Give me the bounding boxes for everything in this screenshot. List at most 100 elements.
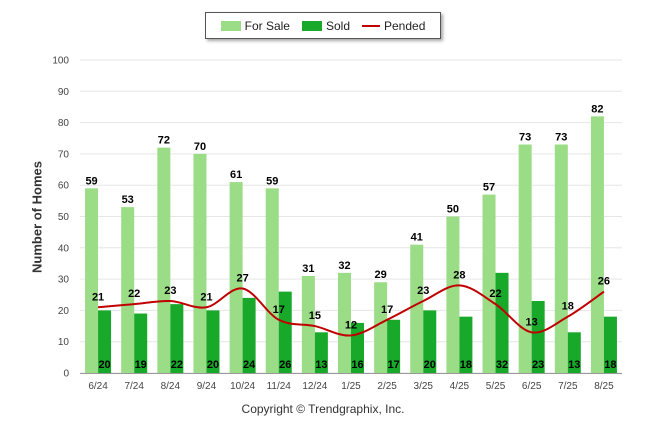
for-sale-bar [446,216,460,373]
sold-data-label: 32 [496,359,508,371]
sold-data-label: 22 [171,359,183,371]
sold-data-label: 26 [279,359,291,371]
sold-bar [278,291,292,373]
sold-bar [387,319,401,373]
sold-bar [423,310,437,373]
pended-data-label: 15 [309,310,321,322]
sold-bar [603,316,617,373]
sold-swatch [301,20,322,31]
y-tick-label: 100 [52,56,69,67]
pended-swatch [362,24,380,27]
sold-bar [134,313,148,373]
y-tick-label: 30 [58,275,70,286]
for-sale-data-label: 82 [591,103,603,115]
pended-data-label: 21 [92,291,104,303]
for-sale-bar [374,282,388,373]
sold-bar [495,272,509,373]
x-tick-label: 5/25 [486,381,506,392]
pended-data-label: 18 [562,301,574,313]
legend-label-for-sale: For Sale [244,18,290,33]
for-sale-bar [193,153,207,373]
for-sale-bar [554,144,568,373]
for-sale-data-label: 32 [338,260,350,272]
sold-data-label: 17 [388,359,400,371]
legend-label-pended: Pended [384,18,426,33]
sold-bar [242,297,256,373]
x-tick-label: 7/24 [124,381,144,392]
for-sale-data-label: 70 [194,141,206,153]
pended-data-label: 17 [273,304,285,316]
for-sale-data-label: 73 [519,132,531,144]
x-tick-label: 3/25 [414,381,434,392]
for-sale-data-label: 61 [230,169,242,181]
sold-data-label: 18 [460,359,472,371]
legend-item-sold[interactable]: Sold [301,18,350,33]
sold-bar [314,332,328,373]
sold-data-label: 13 [315,359,327,371]
x-tick-label: 12/24 [302,381,327,392]
sold-data-label: 16 [351,359,363,371]
sold-data-label: 20 [207,359,219,371]
for-sale-data-label: 73 [555,132,567,144]
sold-bar [531,301,545,373]
y-tick-label: 50 [58,212,70,223]
y-tick-label: 70 [58,149,70,160]
pended-data-label: 23 [417,285,429,297]
sold-data-label: 19 [135,359,147,371]
sold-bar [459,316,473,373]
x-tick-label: 10/24 [230,381,255,392]
sold-bar [206,310,220,373]
for-sale-data-label: 29 [375,269,387,281]
y-tick-label: 80 [58,118,70,129]
for-sale-data-label: 53 [122,194,134,206]
x-tick-label: 4/25 [450,381,470,392]
legend-item-for-sale[interactable]: For Sale [220,18,290,33]
x-tick-label: 6/25 [522,381,542,392]
y-tick-label: 0 [63,369,69,380]
copyright-text: Copyright © Trendgraphix, Inc. [241,402,405,416]
sold-data-label: 13 [568,359,580,371]
pended-line [97,284,605,337]
y-tick-label: 20 [58,306,70,317]
for-sale-bar [85,188,99,373]
sold-bar [170,304,184,373]
sold-data-label: 23 [532,359,544,371]
for-sale-swatch [220,20,241,31]
sold-data-label: 24 [243,359,256,371]
pended-data-label: 27 [236,272,248,284]
y-axis-label: Number of Homes [29,161,45,273]
pended-data-label: 12 [345,319,357,331]
for-sale-bar [338,272,351,373]
legend-label-sold: Sold [325,18,350,33]
legend-item-pended[interactable]: Pended [362,19,425,33]
sold-data-label: 20 [424,359,436,371]
y-tick-label: 60 [58,181,70,192]
pended-data-label: 21 [200,291,212,303]
for-sale-data-label: 59 [266,175,278,187]
x-tick-label: 8/24 [161,381,181,392]
sold-bar [98,310,112,373]
y-tick-label: 10 [58,337,70,348]
for-sale-data-label: 59 [85,175,97,187]
for-sale-bar [518,144,532,373]
x-tick-label: 6/24 [88,381,108,392]
y-tick-label: 40 [58,243,70,254]
sold-data-label: 18 [604,359,616,371]
for-sale-data-label: 50 [447,204,459,216]
for-sale-bar [229,182,243,373]
x-tick-label: 9/24 [197,381,217,392]
pended-data-label: 28 [453,269,465,281]
sold-data-label: 20 [98,359,110,371]
sold-bar [567,332,581,373]
for-sale-data-label: 57 [483,182,495,194]
pended-data-label: 22 [489,288,501,300]
legend: For Sale Sold Pended [205,12,441,39]
x-tick-label: 8/25 [594,381,614,392]
for-sale-data-label: 31 [302,263,314,275]
for-sale-bar [157,147,171,373]
pended-data-label: 13 [526,316,538,328]
pended-data-label: 22 [128,288,140,300]
for-sale-bar [410,244,424,373]
pended-data-label: 23 [164,285,176,297]
